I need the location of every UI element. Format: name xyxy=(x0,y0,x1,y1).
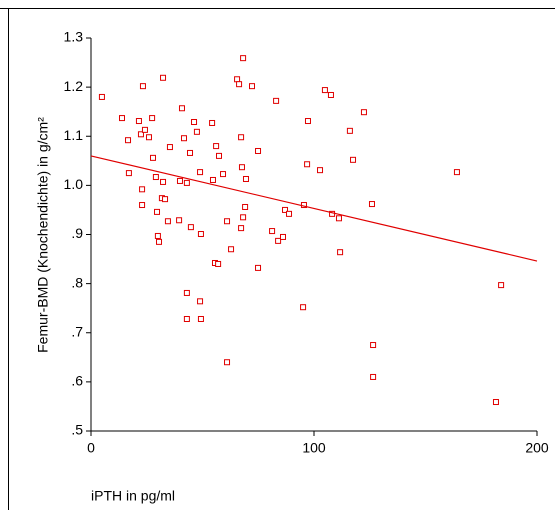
point xyxy=(275,237,282,244)
point xyxy=(125,170,132,177)
point xyxy=(273,97,280,104)
point xyxy=(154,232,161,239)
point xyxy=(139,202,146,209)
point xyxy=(242,203,249,210)
point xyxy=(183,315,190,322)
point xyxy=(370,342,377,349)
point xyxy=(255,264,262,271)
point xyxy=(321,87,328,94)
fit-line xyxy=(90,155,538,262)
point xyxy=(300,304,307,311)
point xyxy=(118,115,125,122)
point xyxy=(149,115,156,122)
point xyxy=(141,126,148,133)
point xyxy=(98,93,105,100)
point xyxy=(166,144,173,151)
point xyxy=(160,74,167,81)
point xyxy=(335,215,342,222)
point xyxy=(269,228,276,235)
point xyxy=(280,233,287,240)
point xyxy=(183,289,190,296)
point xyxy=(337,249,344,256)
point xyxy=(197,169,204,176)
point xyxy=(156,238,163,245)
point xyxy=(209,176,216,183)
point xyxy=(191,119,198,126)
point xyxy=(193,128,200,135)
point xyxy=(282,206,289,213)
point xyxy=(492,399,499,406)
x-axis-label: iPTH in pg/ml xyxy=(91,488,175,504)
point xyxy=(240,55,247,62)
y-tick-label: .5 xyxy=(71,422,83,438)
x-tick-label: 200 xyxy=(525,440,549,456)
point xyxy=(242,175,249,182)
point xyxy=(360,109,367,116)
point xyxy=(350,156,357,163)
y-tick-label: .7 xyxy=(71,323,83,339)
x-tick-label: 100 xyxy=(302,440,326,456)
point xyxy=(255,147,262,154)
point xyxy=(145,134,152,141)
y-tick-label: .6 xyxy=(71,373,83,389)
point xyxy=(162,196,169,203)
y-tick-label: .8 xyxy=(71,274,83,290)
point xyxy=(135,118,142,125)
y-tick-label: 1.1 xyxy=(64,127,84,143)
point xyxy=(187,224,194,231)
point xyxy=(304,118,311,125)
point xyxy=(164,218,171,225)
point xyxy=(346,127,353,134)
y-tick-label: 1.0 xyxy=(64,176,84,192)
point xyxy=(176,177,183,184)
point xyxy=(498,282,505,289)
y-tick-label: .9 xyxy=(71,225,83,241)
point xyxy=(234,76,241,83)
point xyxy=(149,154,156,161)
point xyxy=(238,134,245,141)
point xyxy=(160,178,167,185)
x-tick-label: 0 xyxy=(87,440,95,456)
point xyxy=(370,373,377,380)
point xyxy=(178,105,185,112)
point xyxy=(154,208,161,215)
point xyxy=(224,218,231,225)
point xyxy=(228,246,235,253)
point xyxy=(180,135,187,142)
point xyxy=(215,260,222,267)
point xyxy=(238,164,245,171)
y-tick-label: 1.3 xyxy=(64,29,84,45)
point xyxy=(327,91,334,98)
point xyxy=(139,83,146,90)
point xyxy=(224,359,231,366)
point xyxy=(125,137,132,144)
point xyxy=(139,186,146,193)
point xyxy=(240,214,247,221)
point xyxy=(304,161,311,168)
point xyxy=(183,179,190,186)
point xyxy=(220,171,227,178)
point xyxy=(197,315,204,322)
point xyxy=(317,167,324,174)
point xyxy=(187,149,194,156)
point xyxy=(213,143,220,150)
point xyxy=(209,119,216,126)
point xyxy=(453,169,460,176)
point xyxy=(216,152,223,159)
point xyxy=(137,131,144,138)
point xyxy=(176,217,183,224)
y-tick-label: 1.2 xyxy=(64,78,84,94)
y-axis-label: Femur-BMD (Knochendichte) in g/cm² xyxy=(35,117,51,353)
point xyxy=(152,174,159,181)
point xyxy=(286,210,293,217)
point xyxy=(238,225,245,232)
point xyxy=(236,81,243,88)
point xyxy=(197,298,204,305)
point xyxy=(368,201,375,208)
point xyxy=(249,83,256,90)
point xyxy=(197,231,204,238)
